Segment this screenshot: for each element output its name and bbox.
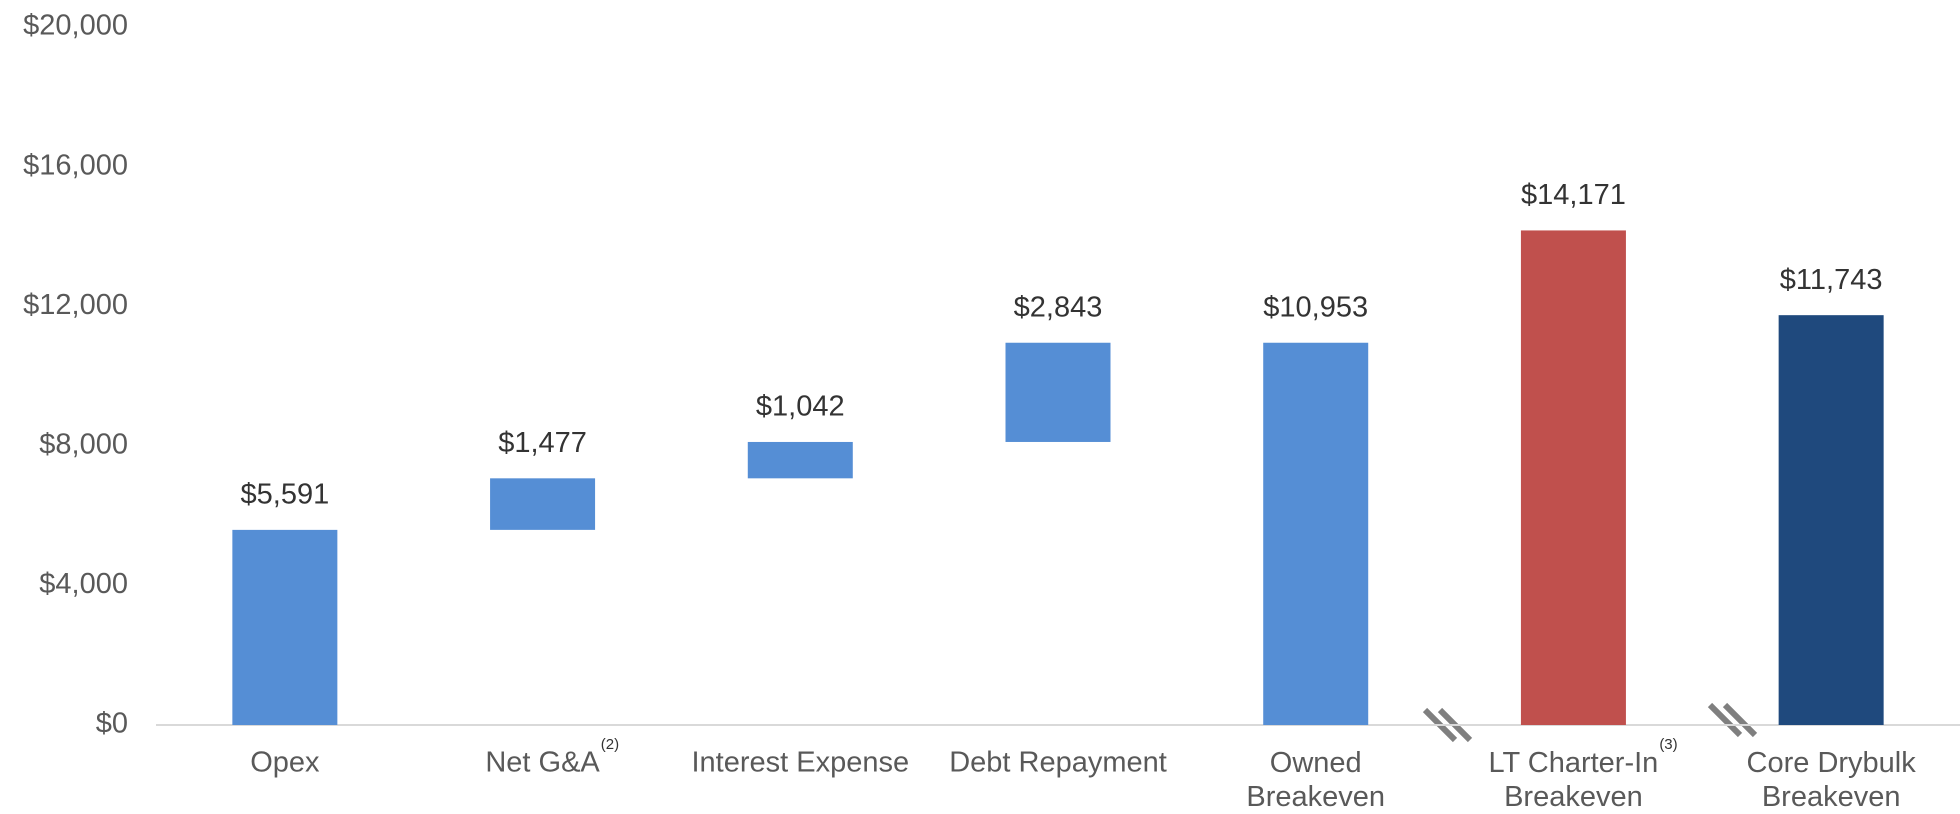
y-tick-label: $0 xyxy=(96,708,128,740)
x-tick-label: Owned Breakeven xyxy=(1246,747,1385,813)
y-tick-label: $20,000 xyxy=(23,10,128,42)
bar xyxy=(490,478,596,530)
value-label: $10,953 xyxy=(1263,291,1368,323)
bar xyxy=(1520,230,1626,725)
bar xyxy=(747,441,853,479)
value-label: $1,042 xyxy=(756,391,845,423)
footnote-marker: (2) xyxy=(601,736,619,753)
footnote-marker: (3) xyxy=(1659,736,1677,753)
value-label: $11,743 xyxy=(1780,264,1883,296)
x-tick-label: Opex xyxy=(250,747,320,779)
x-tick-label: Core Drybulk Breakeven xyxy=(1747,747,1917,813)
value-label: $14,171 xyxy=(1521,179,1626,211)
value-label: $2,843 xyxy=(1014,291,1103,323)
bar xyxy=(1778,315,1884,725)
value-label: $1,477 xyxy=(498,427,587,459)
bar xyxy=(1005,342,1111,442)
y-tick-label: $4,000 xyxy=(39,568,128,600)
y-tick-label: $12,000 xyxy=(23,289,128,321)
y-tick-label: $16,000 xyxy=(23,149,128,181)
x-tick-label: Net G&A xyxy=(485,747,600,779)
bar xyxy=(232,529,338,725)
value-label: $5,591 xyxy=(241,479,330,511)
bar xyxy=(1263,342,1369,725)
x-tick-label: Debt Repayment xyxy=(949,747,1167,779)
x-tick-label: LT Charter-In Breakeven xyxy=(1489,747,1659,813)
x-tick-label: Interest Expense xyxy=(691,747,909,779)
y-tick-label: $8,000 xyxy=(39,428,128,460)
